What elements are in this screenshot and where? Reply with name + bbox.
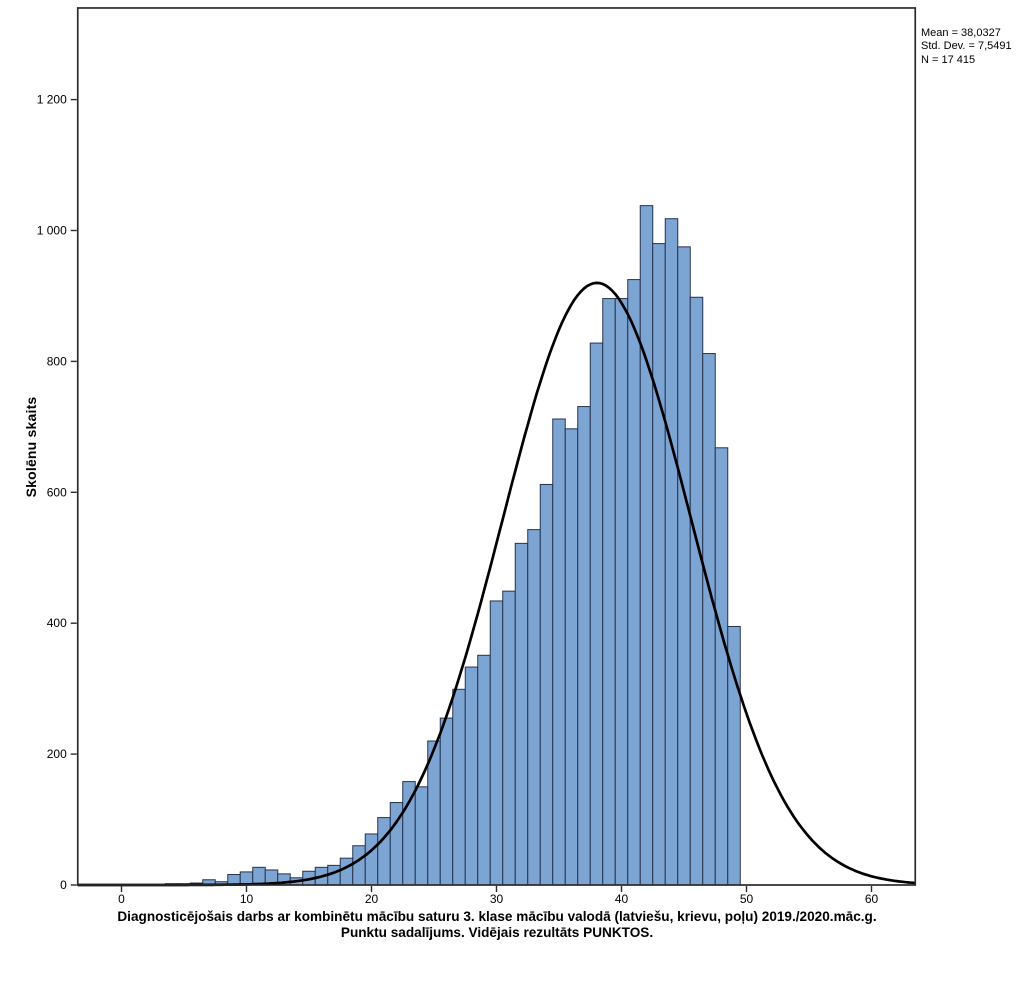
histogram-bar xyxy=(627,279,641,886)
x-axis-tick-label: 60 xyxy=(865,892,879,906)
y-axis-tick-label: 600 xyxy=(47,485,67,499)
histogram-bar xyxy=(339,857,354,886)
histogram-bar xyxy=(489,600,504,886)
histogram-bar xyxy=(414,786,429,886)
y-axis-title: Skolēnu skaits xyxy=(23,396,39,498)
x-axis-tick-label: 0 xyxy=(118,892,125,906)
histogram-bar xyxy=(614,298,629,886)
histogram-bar xyxy=(439,717,454,886)
histogram-bar xyxy=(602,298,616,886)
chart-title-line2: Punktu sadalījums. Vidējais rezultāts PU… xyxy=(340,925,654,941)
x-axis-tick-label: 30 xyxy=(490,892,504,906)
histogram-bar xyxy=(502,590,516,886)
histogram-bar xyxy=(364,833,379,886)
histogram-bar xyxy=(577,406,591,886)
stat-n: N = 17 415 xyxy=(921,53,976,66)
y-axis-tick-label: 1 000 xyxy=(37,224,67,238)
histogram-bar xyxy=(464,666,479,886)
x-axis-tick-label: 50 xyxy=(740,892,754,906)
histogram-bar xyxy=(402,781,416,886)
y-axis-tick-label: 800 xyxy=(47,354,67,368)
stat-std-dev: Std. Dev. = 7,5491 xyxy=(921,40,1012,53)
histogram-bar xyxy=(714,447,729,886)
histogram-bar xyxy=(689,296,704,886)
x-axis-tick-label: 40 xyxy=(615,892,629,906)
histogram-bar xyxy=(452,688,466,886)
histogram-bar xyxy=(514,542,529,886)
histogram-bar xyxy=(652,243,666,886)
histogram-bar xyxy=(252,866,266,886)
histogram-bar xyxy=(702,353,716,886)
histogram-bar xyxy=(352,845,366,886)
chart-title-line1: Diagnosticējošais darbs ar kombinētu māc… xyxy=(117,909,877,924)
y-axis-tick-label: 200 xyxy=(47,747,67,761)
x-axis-tick-label: 20 xyxy=(365,892,379,906)
histogram-bar xyxy=(664,218,679,886)
stat-mean: Mean = 38,0327 xyxy=(921,27,1001,39)
histogram-bar xyxy=(552,418,566,886)
histogram-bar xyxy=(639,205,654,886)
histogram-bar xyxy=(527,529,541,886)
y-axis-tick-label: 0 xyxy=(60,878,67,892)
plot-frame xyxy=(76,7,917,886)
histogram-bar xyxy=(377,817,391,886)
histogram-bar xyxy=(589,342,604,886)
histogram-bar xyxy=(564,428,579,886)
x-axis-tick-label: 10 xyxy=(240,892,254,906)
histogram-bar xyxy=(539,483,554,886)
histogram-bar xyxy=(677,246,691,886)
chart-title: Diagnosticējošais darbs ar kombinētu māc… xyxy=(0,909,994,942)
stats-box: Mean = 38,0327 Std. Dev. = 7,5491 N = 17… xyxy=(921,27,1012,67)
y-axis-tick-label: 400 xyxy=(47,616,67,630)
histogram-bar xyxy=(477,654,491,886)
y-axis-tick-label: 1 200 xyxy=(37,93,67,107)
